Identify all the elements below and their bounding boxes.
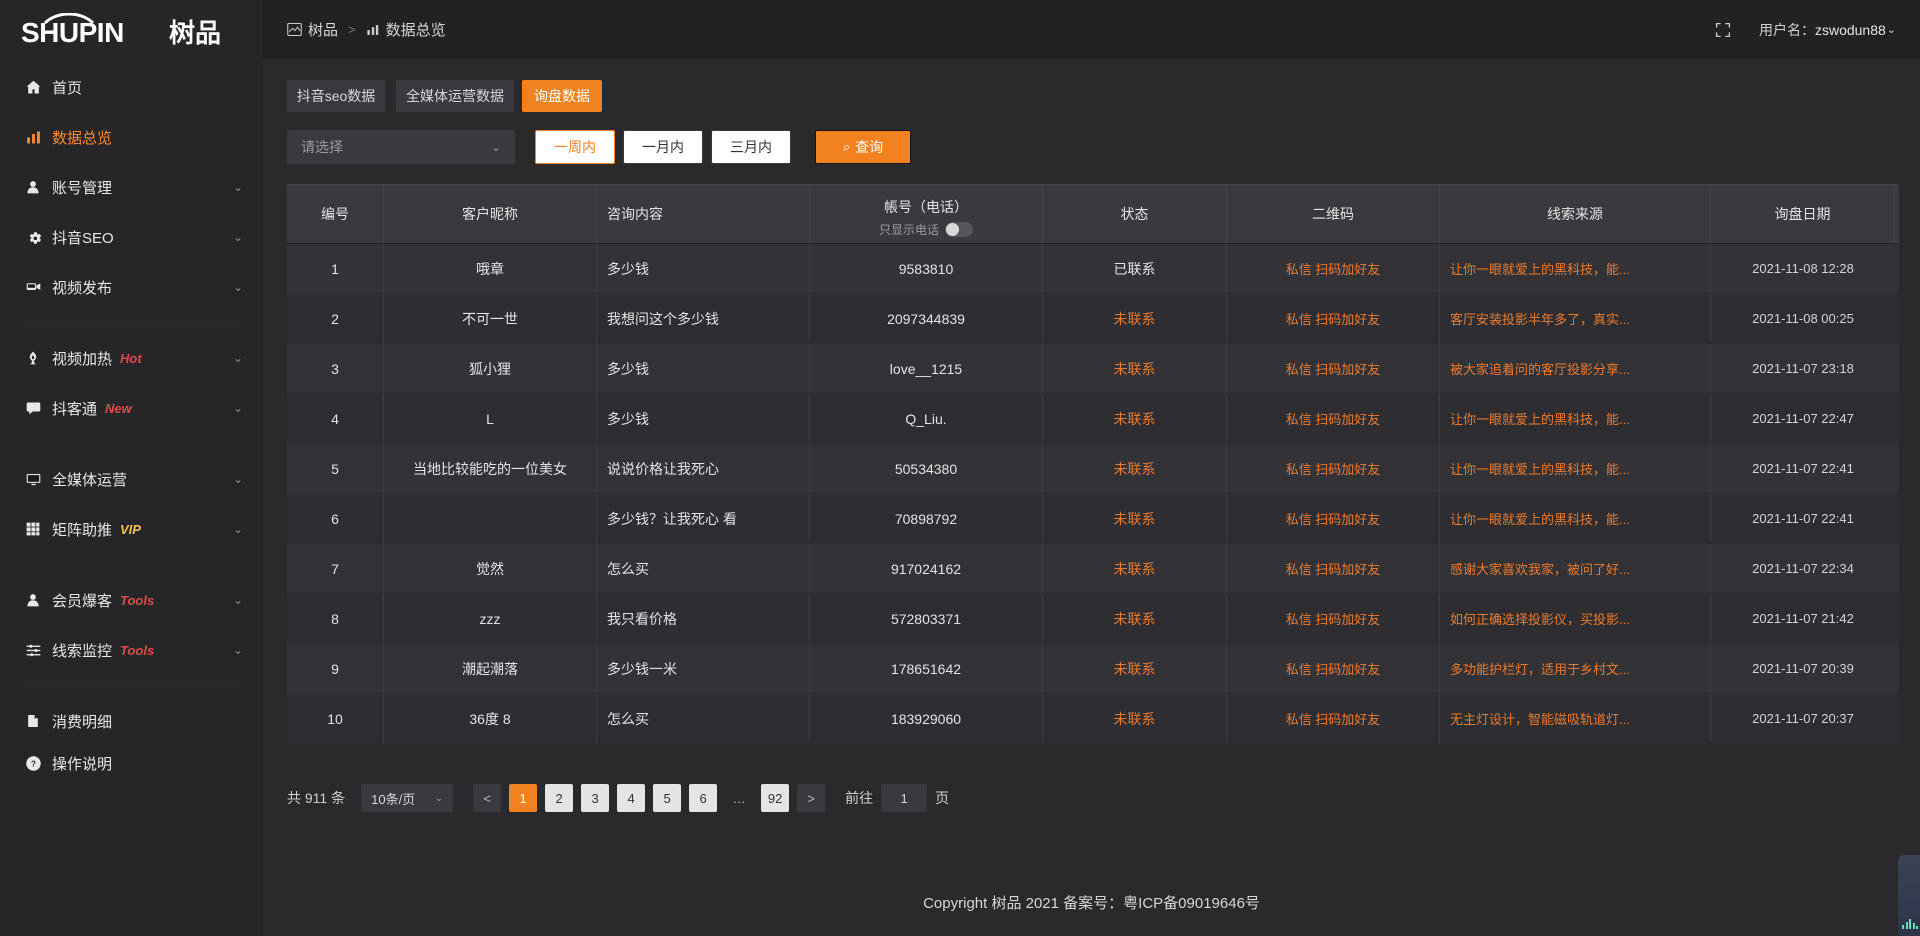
svg-text:树品: 树品	[169, 18, 221, 47]
svg-text:?: ?	[31, 759, 36, 768]
svg-text:SHUPIN: SHUPIN	[21, 17, 124, 47]
